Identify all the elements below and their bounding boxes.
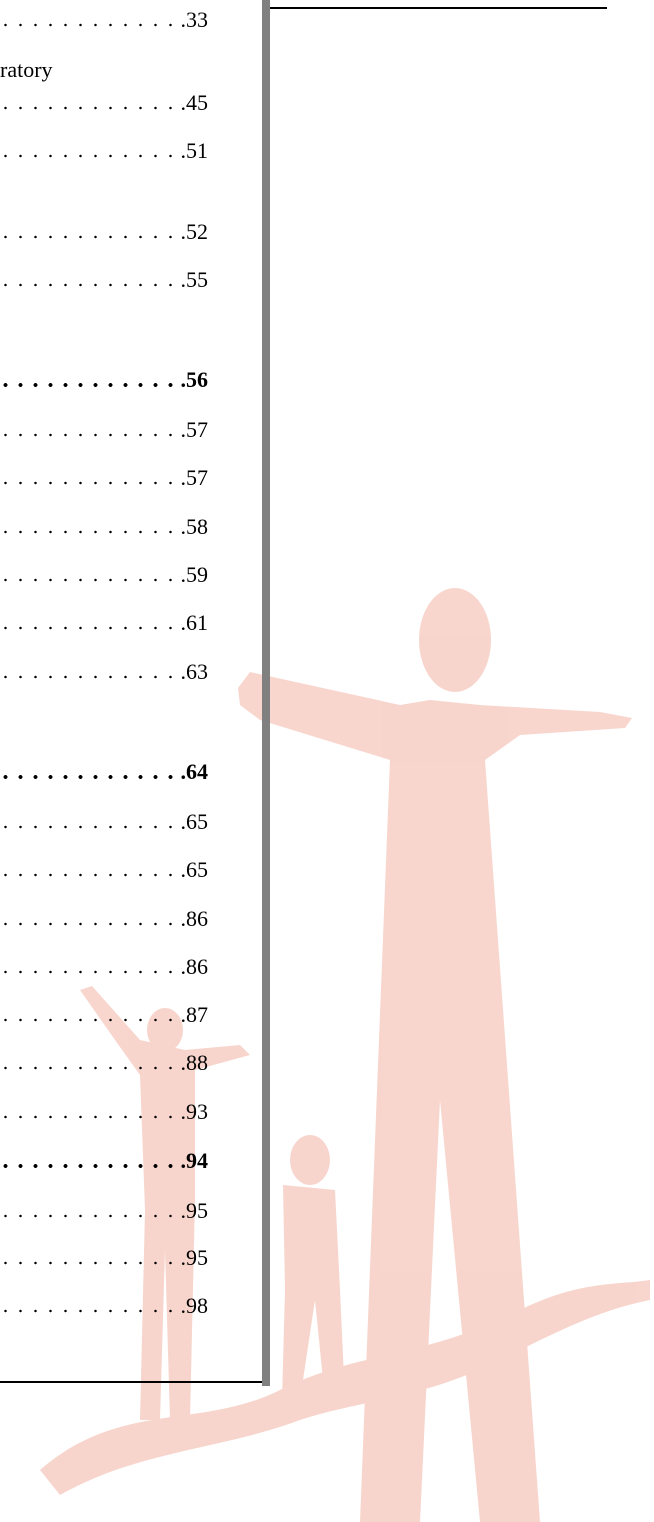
toc-entry: 61 [0,608,208,638]
page-number: 51 [181,136,209,166]
page-number: 57 [181,415,209,445]
toc-entry: 87 [0,1000,208,1030]
page-number: 65 [181,807,209,837]
page-number: 45 [181,88,209,118]
page-number: 58 [181,512,209,542]
dot-leader [0,383,178,387]
dot-leader [0,970,178,974]
toc-entry: 86 [0,952,208,982]
toc-entry: 95 [0,1243,208,1273]
toc-entry: 86 [0,904,208,934]
toc-entry: 98 [0,1291,208,1321]
dot-leader [0,23,178,27]
dot-leader [0,626,178,630]
page-number: 56 [181,365,209,395]
dot-leader [0,154,178,158]
vertical-rule [262,0,270,1386]
page-number: 55 [181,265,209,295]
page-number: 33 [181,5,209,35]
dot-leader [0,481,178,485]
page-number: 87 [181,1000,209,1030]
dot-leader [0,235,178,239]
page-number: 65 [181,855,209,885]
dot-leader [0,675,178,679]
toc-entry: 51 [0,136,208,166]
page-number: 63 [181,657,209,687]
page-number: 59 [181,560,209,590]
dot-leader [0,1309,178,1313]
page: ratory 33 45 51 52 55 56 57 57 58 59 61 63 64 65 65 86 8… [0,0,654,1522]
dot-leader [0,578,178,582]
toc-entry: 64 [0,757,208,787]
toc-entry: 95 [0,1196,208,1226]
page-number: 95 [181,1196,209,1226]
dot-leader [0,825,178,829]
dot-leader [0,106,178,110]
toc-entry: 65 [0,807,208,837]
page-number: 88 [181,1048,209,1078]
dot-leader [0,922,178,926]
page-number: 57 [181,463,209,493]
toc-entry: 63 [0,657,208,687]
toc-entry: 52 [0,217,208,247]
dot-leader [0,1214,178,1218]
wrapped-text: ratory [0,55,53,85]
toc-entry: 57 [0,415,208,445]
toc-entry: 45 [0,88,208,118]
toc-entry: 59 [0,560,208,590]
toc-entry: 88 [0,1048,208,1078]
toc-entry: 57 [0,463,208,493]
dot-leader [0,775,178,779]
page-number: 86 [181,904,209,934]
page-number: 95 [181,1243,209,1273]
page-number: 64 [181,757,209,787]
dot-leader [0,1164,178,1168]
toc-entry: 55 [0,265,208,295]
dot-leader [0,1018,178,1022]
page-number: 93 [181,1097,209,1127]
dot-leader [0,1115,178,1119]
dot-leader [0,873,178,877]
dot-leader [0,1066,178,1070]
page-number: 94 [181,1146,209,1176]
dot-leader [0,1261,178,1265]
page-number: 98 [181,1291,209,1321]
dot-leader [0,530,178,534]
page-number: 52 [181,217,209,247]
toc-entry: 94 [0,1146,208,1176]
dot-leader [0,283,178,287]
dot-leader [0,433,178,437]
toc-entry: 65 [0,855,208,885]
page-number: 61 [181,608,209,638]
toc-entry: 58 [0,512,208,542]
toc-entry: 56 [0,365,208,395]
toc-entry: 93 [0,1097,208,1127]
toc-entry: 33 [0,5,208,35]
page-number: 86 [181,952,209,982]
